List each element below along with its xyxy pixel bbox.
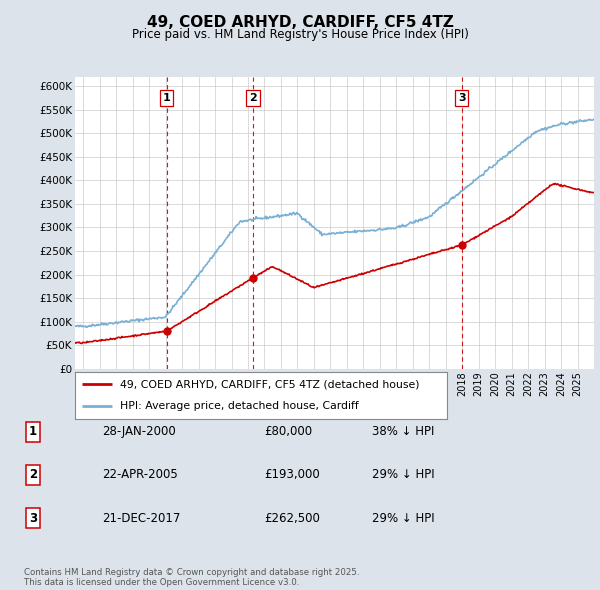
Text: £80,000: £80,000 bbox=[264, 425, 312, 438]
Text: 21-DEC-2017: 21-DEC-2017 bbox=[102, 512, 181, 525]
Text: HPI: Average price, detached house, Cardiff: HPI: Average price, detached house, Card… bbox=[119, 401, 358, 411]
Text: 1: 1 bbox=[163, 93, 170, 103]
Text: £193,000: £193,000 bbox=[264, 468, 320, 481]
Text: 3: 3 bbox=[458, 93, 466, 103]
Text: 22-APR-2005: 22-APR-2005 bbox=[102, 468, 178, 481]
Text: 29% ↓ HPI: 29% ↓ HPI bbox=[372, 512, 434, 525]
Text: 49, COED ARHYD, CARDIFF, CF5 4TZ: 49, COED ARHYD, CARDIFF, CF5 4TZ bbox=[146, 15, 454, 30]
Text: Price paid vs. HM Land Registry's House Price Index (HPI): Price paid vs. HM Land Registry's House … bbox=[131, 28, 469, 41]
Text: 1: 1 bbox=[29, 425, 37, 438]
Text: Contains HM Land Registry data © Crown copyright and database right 2025.
This d: Contains HM Land Registry data © Crown c… bbox=[24, 568, 359, 587]
Text: 49, COED ARHYD, CARDIFF, CF5 4TZ (detached house): 49, COED ARHYD, CARDIFF, CF5 4TZ (detach… bbox=[119, 379, 419, 389]
Text: 38% ↓ HPI: 38% ↓ HPI bbox=[372, 425, 434, 438]
Text: 29% ↓ HPI: 29% ↓ HPI bbox=[372, 468, 434, 481]
Text: 2: 2 bbox=[249, 93, 257, 103]
Text: 28-JAN-2000: 28-JAN-2000 bbox=[102, 425, 176, 438]
Text: 3: 3 bbox=[29, 512, 37, 525]
Text: £262,500: £262,500 bbox=[264, 512, 320, 525]
Text: 2: 2 bbox=[29, 468, 37, 481]
